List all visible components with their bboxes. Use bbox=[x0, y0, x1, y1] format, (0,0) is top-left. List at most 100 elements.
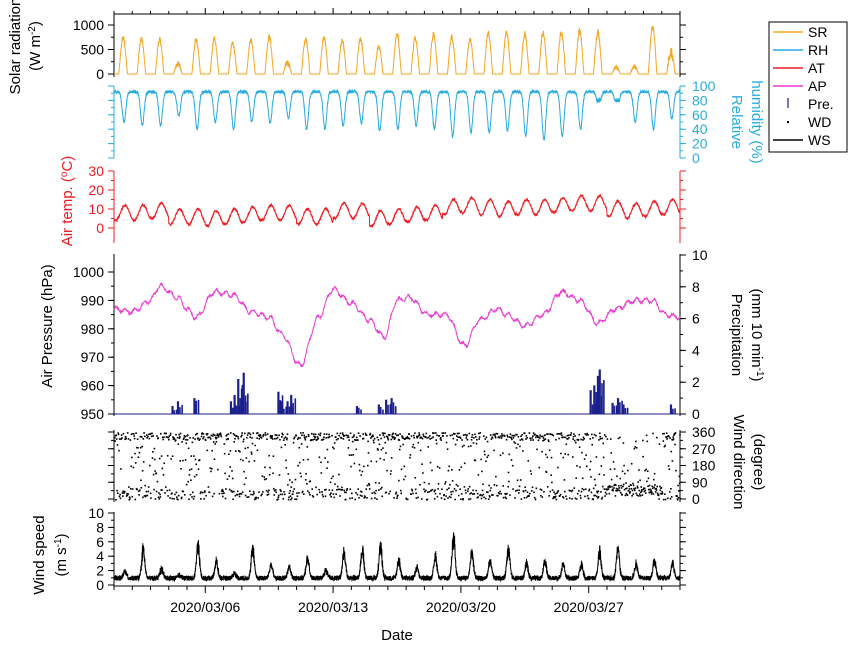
wd-point bbox=[442, 435, 444, 437]
wd-point bbox=[266, 438, 268, 440]
wd-point bbox=[164, 492, 166, 494]
wd-point bbox=[285, 459, 287, 462]
wd-point bbox=[286, 433, 289, 435]
wd-point bbox=[563, 436, 565, 439]
wd-point bbox=[163, 436, 165, 438]
wd-point bbox=[326, 448, 329, 451]
wd-point bbox=[122, 432, 125, 435]
wd-point bbox=[265, 489, 268, 492]
wd-point bbox=[645, 468, 647, 471]
wd-point bbox=[525, 435, 528, 437]
wd-point bbox=[128, 486, 130, 488]
wd-point bbox=[646, 480, 648, 483]
wd-point bbox=[575, 477, 577, 479]
wd-point bbox=[391, 435, 393, 438]
wd-point bbox=[462, 498, 464, 500]
wd-point bbox=[298, 446, 301, 449]
wd-point bbox=[510, 459, 513, 461]
wd-point bbox=[532, 439, 534, 441]
wd-point bbox=[198, 459, 201, 461]
wd-point bbox=[475, 442, 478, 445]
sr-ylabel-line2-part: (W m bbox=[27, 35, 44, 71]
wd-point bbox=[273, 487, 275, 490]
wd-point bbox=[123, 492, 125, 494]
wd-point bbox=[595, 456, 598, 458]
wd-point bbox=[558, 437, 560, 440]
wd-point bbox=[649, 488, 652, 491]
wd-point bbox=[368, 484, 371, 486]
wd-point bbox=[193, 495, 196, 498]
panel-frames bbox=[113, 13, 681, 587]
x-axis-label: Date bbox=[381, 627, 413, 644]
wd-point bbox=[149, 433, 151, 435]
wd-point bbox=[338, 488, 341, 491]
wd-point bbox=[413, 447, 416, 449]
wd-point bbox=[447, 497, 449, 499]
wd-point bbox=[480, 458, 482, 461]
pre-bar bbox=[621, 400, 623, 414]
wd-point bbox=[216, 434, 218, 437]
wd-point bbox=[659, 485, 661, 488]
wd-point bbox=[536, 435, 539, 437]
wd-point bbox=[458, 469, 461, 471]
wd-point bbox=[301, 490, 304, 493]
wd-point bbox=[250, 493, 252, 496]
pre-bar bbox=[237, 379, 240, 414]
wd-point bbox=[328, 435, 331, 438]
wd-point bbox=[363, 495, 366, 497]
wd-point bbox=[669, 437, 671, 439]
wd-point bbox=[434, 489, 436, 491]
wd-point bbox=[330, 477, 333, 480]
wd-point bbox=[575, 441, 577, 444]
wd-point bbox=[389, 434, 391, 436]
wd-point bbox=[650, 489, 652, 492]
wd-point bbox=[335, 493, 337, 495]
wd-point bbox=[637, 487, 639, 489]
wd-point bbox=[158, 492, 160, 494]
wd-point bbox=[523, 497, 526, 499]
wd-point bbox=[332, 493, 335, 495]
wd-point bbox=[154, 470, 156, 472]
wd-point bbox=[342, 438, 345, 440]
wd-point bbox=[302, 432, 304, 434]
wd-point bbox=[348, 439, 350, 441]
wd-point bbox=[142, 461, 145, 463]
wd-point bbox=[527, 460, 530, 462]
wd-point bbox=[146, 437, 148, 439]
wd-point bbox=[437, 488, 439, 490]
wd-point bbox=[537, 439, 540, 441]
pre-bar bbox=[176, 401, 180, 414]
wd-point bbox=[618, 485, 620, 487]
wd-point bbox=[584, 495, 586, 498]
wd-point bbox=[291, 481, 293, 484]
wd-point bbox=[475, 436, 477, 438]
wd-point bbox=[244, 447, 247, 450]
wd-point bbox=[673, 434, 675, 436]
ws-ylabel-line2-part: -1 bbox=[53, 538, 64, 547]
wd-point bbox=[248, 432, 251, 435]
wd-point bbox=[516, 433, 518, 436]
wd-point bbox=[499, 454, 502, 457]
wd-point bbox=[573, 487, 576, 489]
wd-point bbox=[460, 498, 462, 500]
wd-point bbox=[530, 473, 533, 475]
wd-point bbox=[478, 432, 480, 435]
wd-point bbox=[270, 435, 272, 437]
wd-point bbox=[172, 438, 175, 440]
wd-point bbox=[599, 438, 602, 440]
wd-point bbox=[643, 487, 645, 489]
wd-point bbox=[566, 434, 569, 437]
wd-point bbox=[209, 436, 211, 439]
pre-bar bbox=[394, 406, 397, 414]
wd-point bbox=[367, 452, 370, 454]
wd-point bbox=[530, 490, 533, 492]
wd-point bbox=[513, 441, 515, 443]
wd-point bbox=[237, 437, 240, 440]
wd-point bbox=[233, 490, 235, 493]
legend-label-wd: WD bbox=[808, 114, 831, 130]
wd-point bbox=[645, 434, 648, 437]
wd-point bbox=[209, 438, 212, 440]
sr-left-tick-label: 0 bbox=[96, 66, 104, 82]
wd-point bbox=[505, 497, 507, 500]
wd-point bbox=[676, 495, 678, 497]
